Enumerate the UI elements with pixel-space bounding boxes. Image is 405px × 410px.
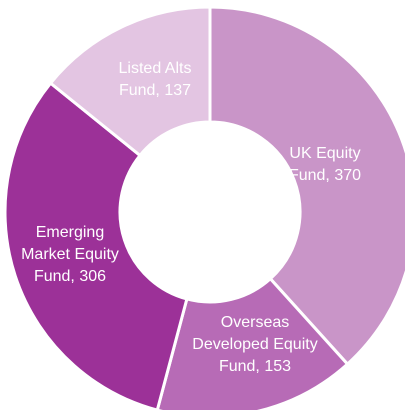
data-label-text: Overseas Developed Equity Fund, 153: [190, 290, 320, 400]
donut-slice: [48, 5, 212, 158]
category-label: Overseas Developed Equity Fund: [192, 314, 318, 375]
data-label-text: Emerging Market Equity Fund, 306: [15, 180, 125, 330]
donut-slice: [3, 81, 189, 410]
data-label-text: Listed Alts Fund, 137: [110, 20, 200, 140]
value-label: 306: [79, 268, 107, 285]
data-label: Listed Alts Fund, 137: [110, 20, 200, 140]
category-label: Listed Alts Fund: [118, 60, 192, 99]
separator: ,: [325, 167, 330, 184]
category-label: Emerging Market Equity Fund: [21, 224, 119, 285]
data-label-text: UK Equity Fund, 370: [270, 110, 380, 220]
donut-slice: [155, 276, 350, 410]
donut-slice: [208, 5, 405, 367]
category-label: UK Equity Fund: [288, 145, 361, 184]
data-label: Overseas Developed Equity Fund, 153: [190, 290, 320, 400]
value-label: 137: [164, 82, 192, 99]
separator: ,: [255, 358, 260, 375]
separator: ,: [70, 268, 75, 285]
data-label: Emerging Market Equity Fund, 306: [15, 180, 125, 330]
data-label: UK Equity Fund, 370: [270, 110, 380, 220]
value-label: 370: [334, 167, 362, 184]
separator: ,: [155, 82, 160, 99]
value-label: 153: [264, 358, 292, 375]
